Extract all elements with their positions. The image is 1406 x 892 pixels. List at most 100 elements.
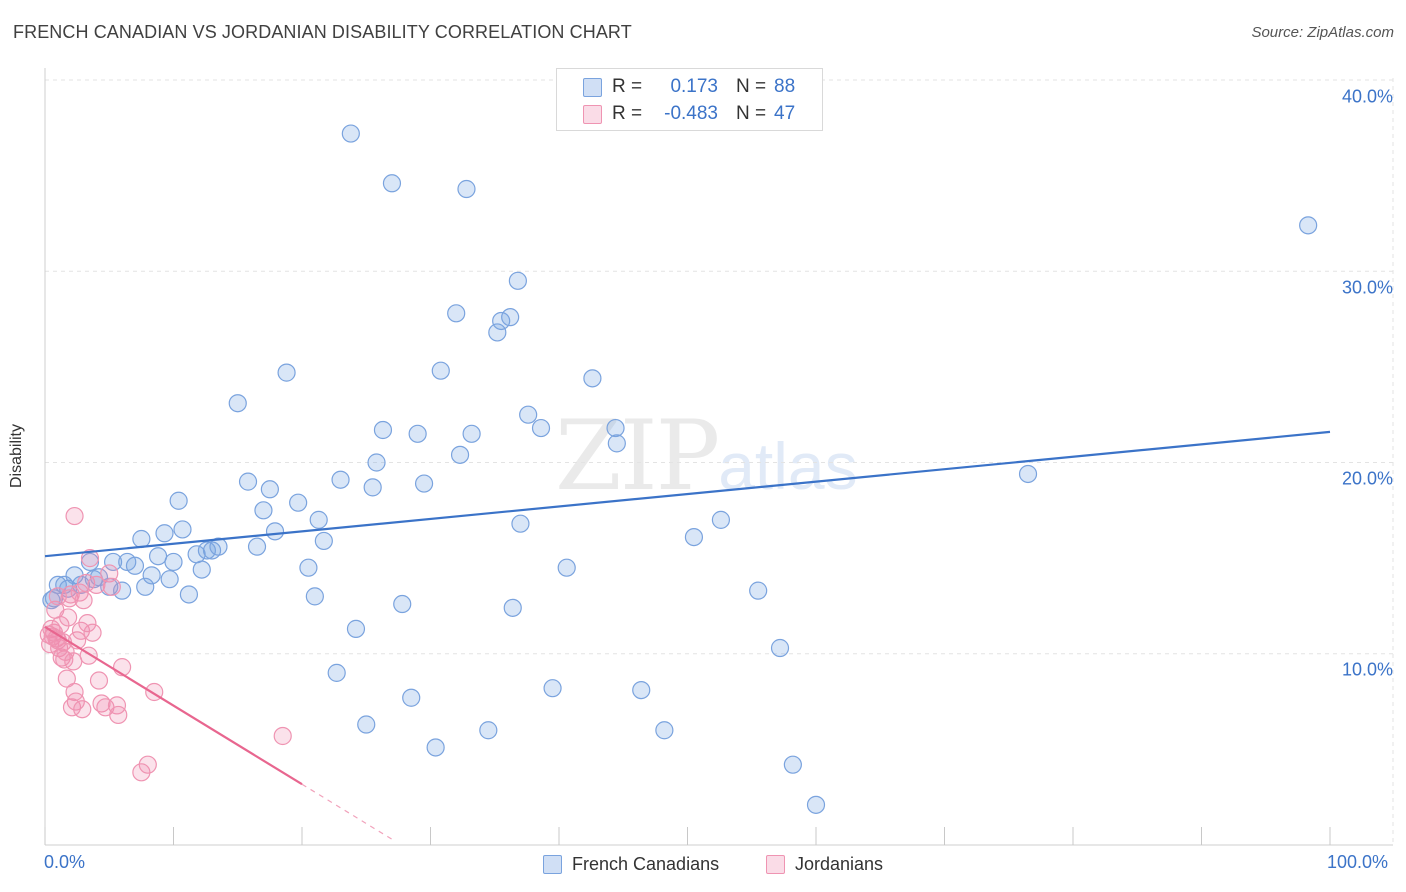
- legend-n-value: 47: [774, 103, 796, 124]
- french-canadian-point-33: [254, 501, 273, 520]
- x-tick-label-min: 0.0%: [44, 852, 86, 872]
- french-canadian-point-84: [1299, 216, 1318, 235]
- french-canadian-point-66: [508, 271, 527, 290]
- french-canadian-point-59: [457, 179, 476, 199]
- french-canadian-point-72: [583, 369, 602, 388]
- jordanian-point-30: [80, 549, 100, 568]
- jordanian-point-15: [59, 608, 78, 627]
- french-canadian-point-7: [80, 552, 100, 572]
- french-canadian-point-46: [357, 715, 376, 734]
- french-canadian-point-40: [309, 510, 328, 529]
- jordanian-point-45: [65, 506, 84, 526]
- french-canadian-point-43: [331, 470, 350, 489]
- y-tick-label-30: 30.0%: [1341, 277, 1393, 298]
- jordanian-point-20: [65, 682, 84, 702]
- legend-n-key: N =: [736, 103, 767, 124]
- legend-row-french-canadians: R = 0.173 N = 88: [583, 76, 795, 98]
- french-canadian-point-22: [169, 491, 188, 510]
- french-canadian-point-38: [299, 558, 318, 577]
- french-canadian-point-15: [132, 529, 151, 549]
- legend-r-value: 0.173: [670, 76, 718, 97]
- series-legend-label: Jordanians: [795, 853, 884, 874]
- jordanian-trendline: [44, 626, 303, 786]
- french-canadian-point-82: [806, 795, 826, 814]
- jordanian-point-28: [78, 614, 97, 633]
- french-canadian-point-14: [125, 556, 145, 575]
- correlation-legend: R = 0.173 N = 88 R = -0.483 N = 47: [556, 68, 823, 131]
- french-canadian-point-18: [148, 547, 168, 566]
- french-canadian-point-32: [247, 537, 267, 556]
- jordanian-trendline-extension: [301, 783, 393, 840]
- jordanian-point-44: [48, 587, 67, 606]
- legend-r-key: R =: [612, 76, 643, 97]
- french-canadian-point-34: [260, 480, 279, 499]
- french-canadian-point-69: [531, 418, 551, 438]
- jordanian-point-14: [57, 669, 76, 688]
- legend-swatch-blue: [583, 77, 602, 97]
- legend-row-jordanians: R = -0.483 N = 47: [583, 103, 795, 125]
- french-canadian-point-16: [136, 577, 155, 596]
- french-canadian-point-71: [557, 558, 576, 577]
- french-canadian-point-39: [305, 587, 324, 606]
- french-canadian-point-47: [363, 478, 382, 497]
- french-canadian-point-29: [209, 537, 228, 556]
- french-canadian-point-24: [179, 585, 199, 604]
- french-canadian-point-67: [511, 514, 530, 533]
- french-canadian-point-77: [684, 527, 704, 547]
- y-tick-label-10: 10.0%: [1341, 659, 1393, 680]
- french-canadian-point-75: [632, 680, 651, 700]
- jordanian-point-38: [107, 696, 127, 715]
- french-canadian-point-19: [155, 524, 174, 543]
- series-legend-french-canadians: French Canadians: [543, 851, 719, 877]
- french-canadian-point-17: [142, 566, 161, 585]
- jordanian-point-31: [83, 623, 102, 642]
- french-canadian-point-56: [431, 361, 450, 380]
- french-canadian-point-79: [749, 581, 768, 600]
- french-canadian-point-78: [711, 510, 731, 529]
- french-canadian-point-83: [1018, 464, 1038, 484]
- french-canadian-point-62: [488, 323, 507, 342]
- french-canadian-point-76: [655, 721, 674, 740]
- legend-n-key: N =: [736, 76, 767, 97]
- legend-n-value: 88: [774, 76, 796, 97]
- legend-r-value: -0.483: [664, 103, 718, 124]
- french-canadian-point-49: [373, 420, 393, 440]
- french-canadian-point-27: [197, 541, 217, 560]
- french-canadian-point-26: [192, 560, 211, 579]
- jordanian-point-25: [73, 700, 92, 719]
- french-canadian-point-57: [447, 304, 466, 323]
- legend-swatch-pink: [583, 104, 602, 124]
- french-canadian-point-21: [164, 552, 183, 572]
- french-canadian-point-31: [238, 472, 258, 491]
- jordanian-point-46: [273, 726, 292, 746]
- french-canadian-point-58: [450, 445, 470, 464]
- french-canadian-point-36: [277, 363, 296, 382]
- french-canadian-point-80: [770, 638, 790, 658]
- series-legend-label: French Canadians: [572, 853, 720, 874]
- jordanian-point-33: [89, 671, 109, 690]
- jordanian-point-36: [100, 564, 119, 583]
- french-canadian-point-54: [414, 474, 434, 493]
- french-canadian-point-63: [492, 311, 511, 331]
- jordanian-point-13: [56, 642, 75, 661]
- french-canadian-point-65: [503, 598, 522, 617]
- french-canadian-point-35: [265, 522, 285, 541]
- chart-title: FRENCH CANADIAN VS JORDANIAN DISABILITY …: [13, 22, 632, 42]
- french-canadian-point-12: [112, 581, 132, 600]
- y-tick-label-20: 20.0%: [1341, 468, 1393, 489]
- legend-swatch-blue: [543, 854, 562, 874]
- jordanian-point-32: [87, 575, 106, 595]
- french-canadian-point-20: [160, 570, 179, 589]
- jordanian-point-42: [138, 755, 157, 774]
- x-tick-label-max: 100.0%: [1327, 852, 1389, 872]
- french-canadian-point-41: [314, 531, 333, 551]
- french-canadian-point-60: [462, 424, 481, 443]
- jordanian-point-26: [74, 591, 93, 610]
- watermark-atlas: atlas: [718, 429, 858, 503]
- series-legend-jordanians: Jordanians: [766, 851, 883, 877]
- jordanian-point-37: [102, 577, 121, 596]
- jordanian-point-19: [64, 652, 83, 671]
- french-canadian-point-64: [501, 308, 520, 327]
- french-canadian-point-74: [607, 434, 626, 453]
- french-canadian-point-37: [289, 493, 308, 512]
